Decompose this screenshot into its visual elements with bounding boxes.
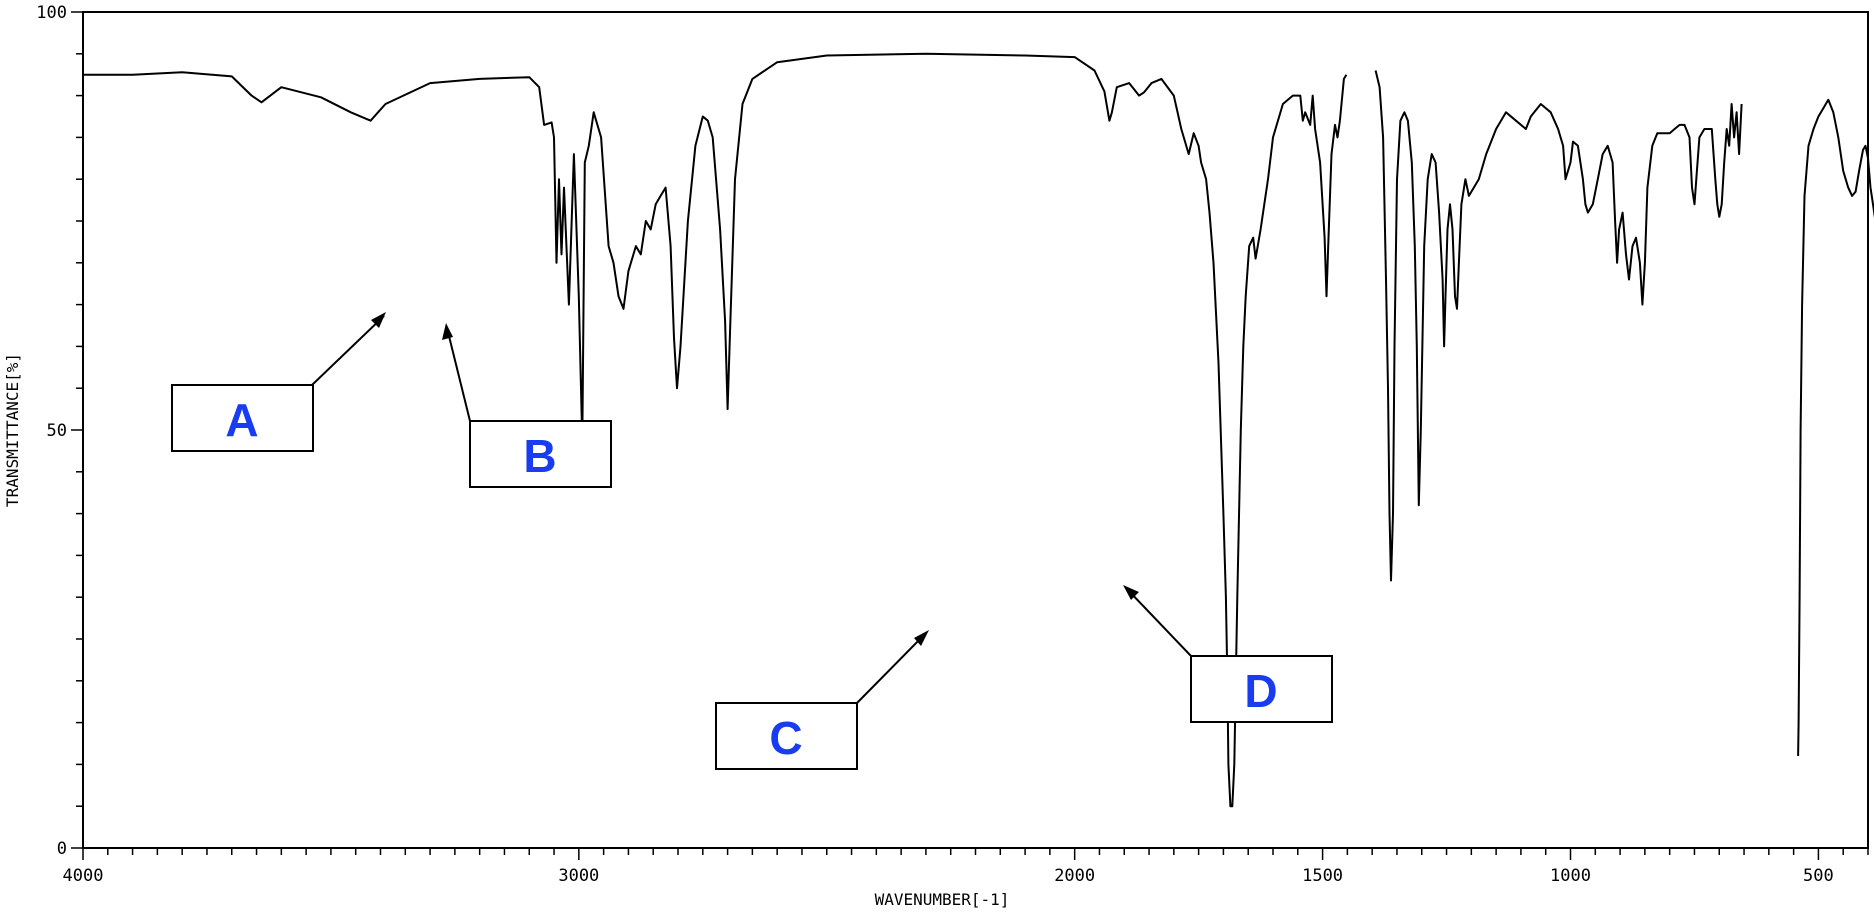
- y-tick-label: 0: [57, 839, 67, 859]
- x-tick-label: 1000: [1550, 866, 1591, 886]
- x-tick-label: 4000: [63, 866, 104, 886]
- callout-a-arrowhead: [371, 312, 386, 328]
- callout-d: D: [1123, 585, 1333, 723]
- callout-b-arrowhead: [442, 323, 453, 340]
- callout-b-label: B: [523, 430, 556, 482]
- plot-frame: [82, 11, 1869, 849]
- callout-d-arrow: [1126, 588, 1192, 657]
- callout-c-arrow: [856, 633, 926, 704]
- x-axis-label: WAVENUMBER[-1]: [875, 890, 1010, 909]
- callout-a: A: [171, 312, 386, 452]
- y-tick-label: 50: [47, 421, 67, 441]
- callout-d-arrowhead: [1123, 585, 1139, 600]
- spectrum-line: [83, 52, 1874, 808]
- callout-d-label: D: [1244, 665, 1277, 717]
- spectrum-segment-3: [1797, 98, 1874, 757]
- callout-b-box: [469, 420, 612, 488]
- callout-a-label: A: [225, 394, 258, 446]
- axis-ticks: [71, 11, 1869, 860]
- callout-a-box: [171, 384, 314, 452]
- x-tick-label: 2000: [1054, 866, 1095, 886]
- spectrum-segment-1: [83, 52, 1348, 808]
- callout-c-box: [715, 702, 858, 770]
- callout-c: C: [715, 630, 929, 770]
- callout-c-arrowhead: [914, 630, 929, 646]
- callout-b-arrow: [446, 327, 471, 422]
- callout-b: B: [442, 323, 612, 488]
- peak-callouts: A B C D: [171, 312, 1333, 770]
- y-axis-label: TRANSMITTANCE[%]: [3, 353, 22, 507]
- x-tick-label: 1500: [1302, 866, 1343, 886]
- y-tick-label: 100: [36, 3, 67, 23]
- x-tick-label: 3000: [558, 866, 599, 886]
- callout-a-arrow: [311, 315, 385, 386]
- x-tick-label: 500: [1803, 866, 1834, 886]
- callout-d-box: [1190, 655, 1333, 723]
- spectrum-segment-2: [1374, 70, 1743, 582]
- callout-c-label: C: [769, 712, 802, 764]
